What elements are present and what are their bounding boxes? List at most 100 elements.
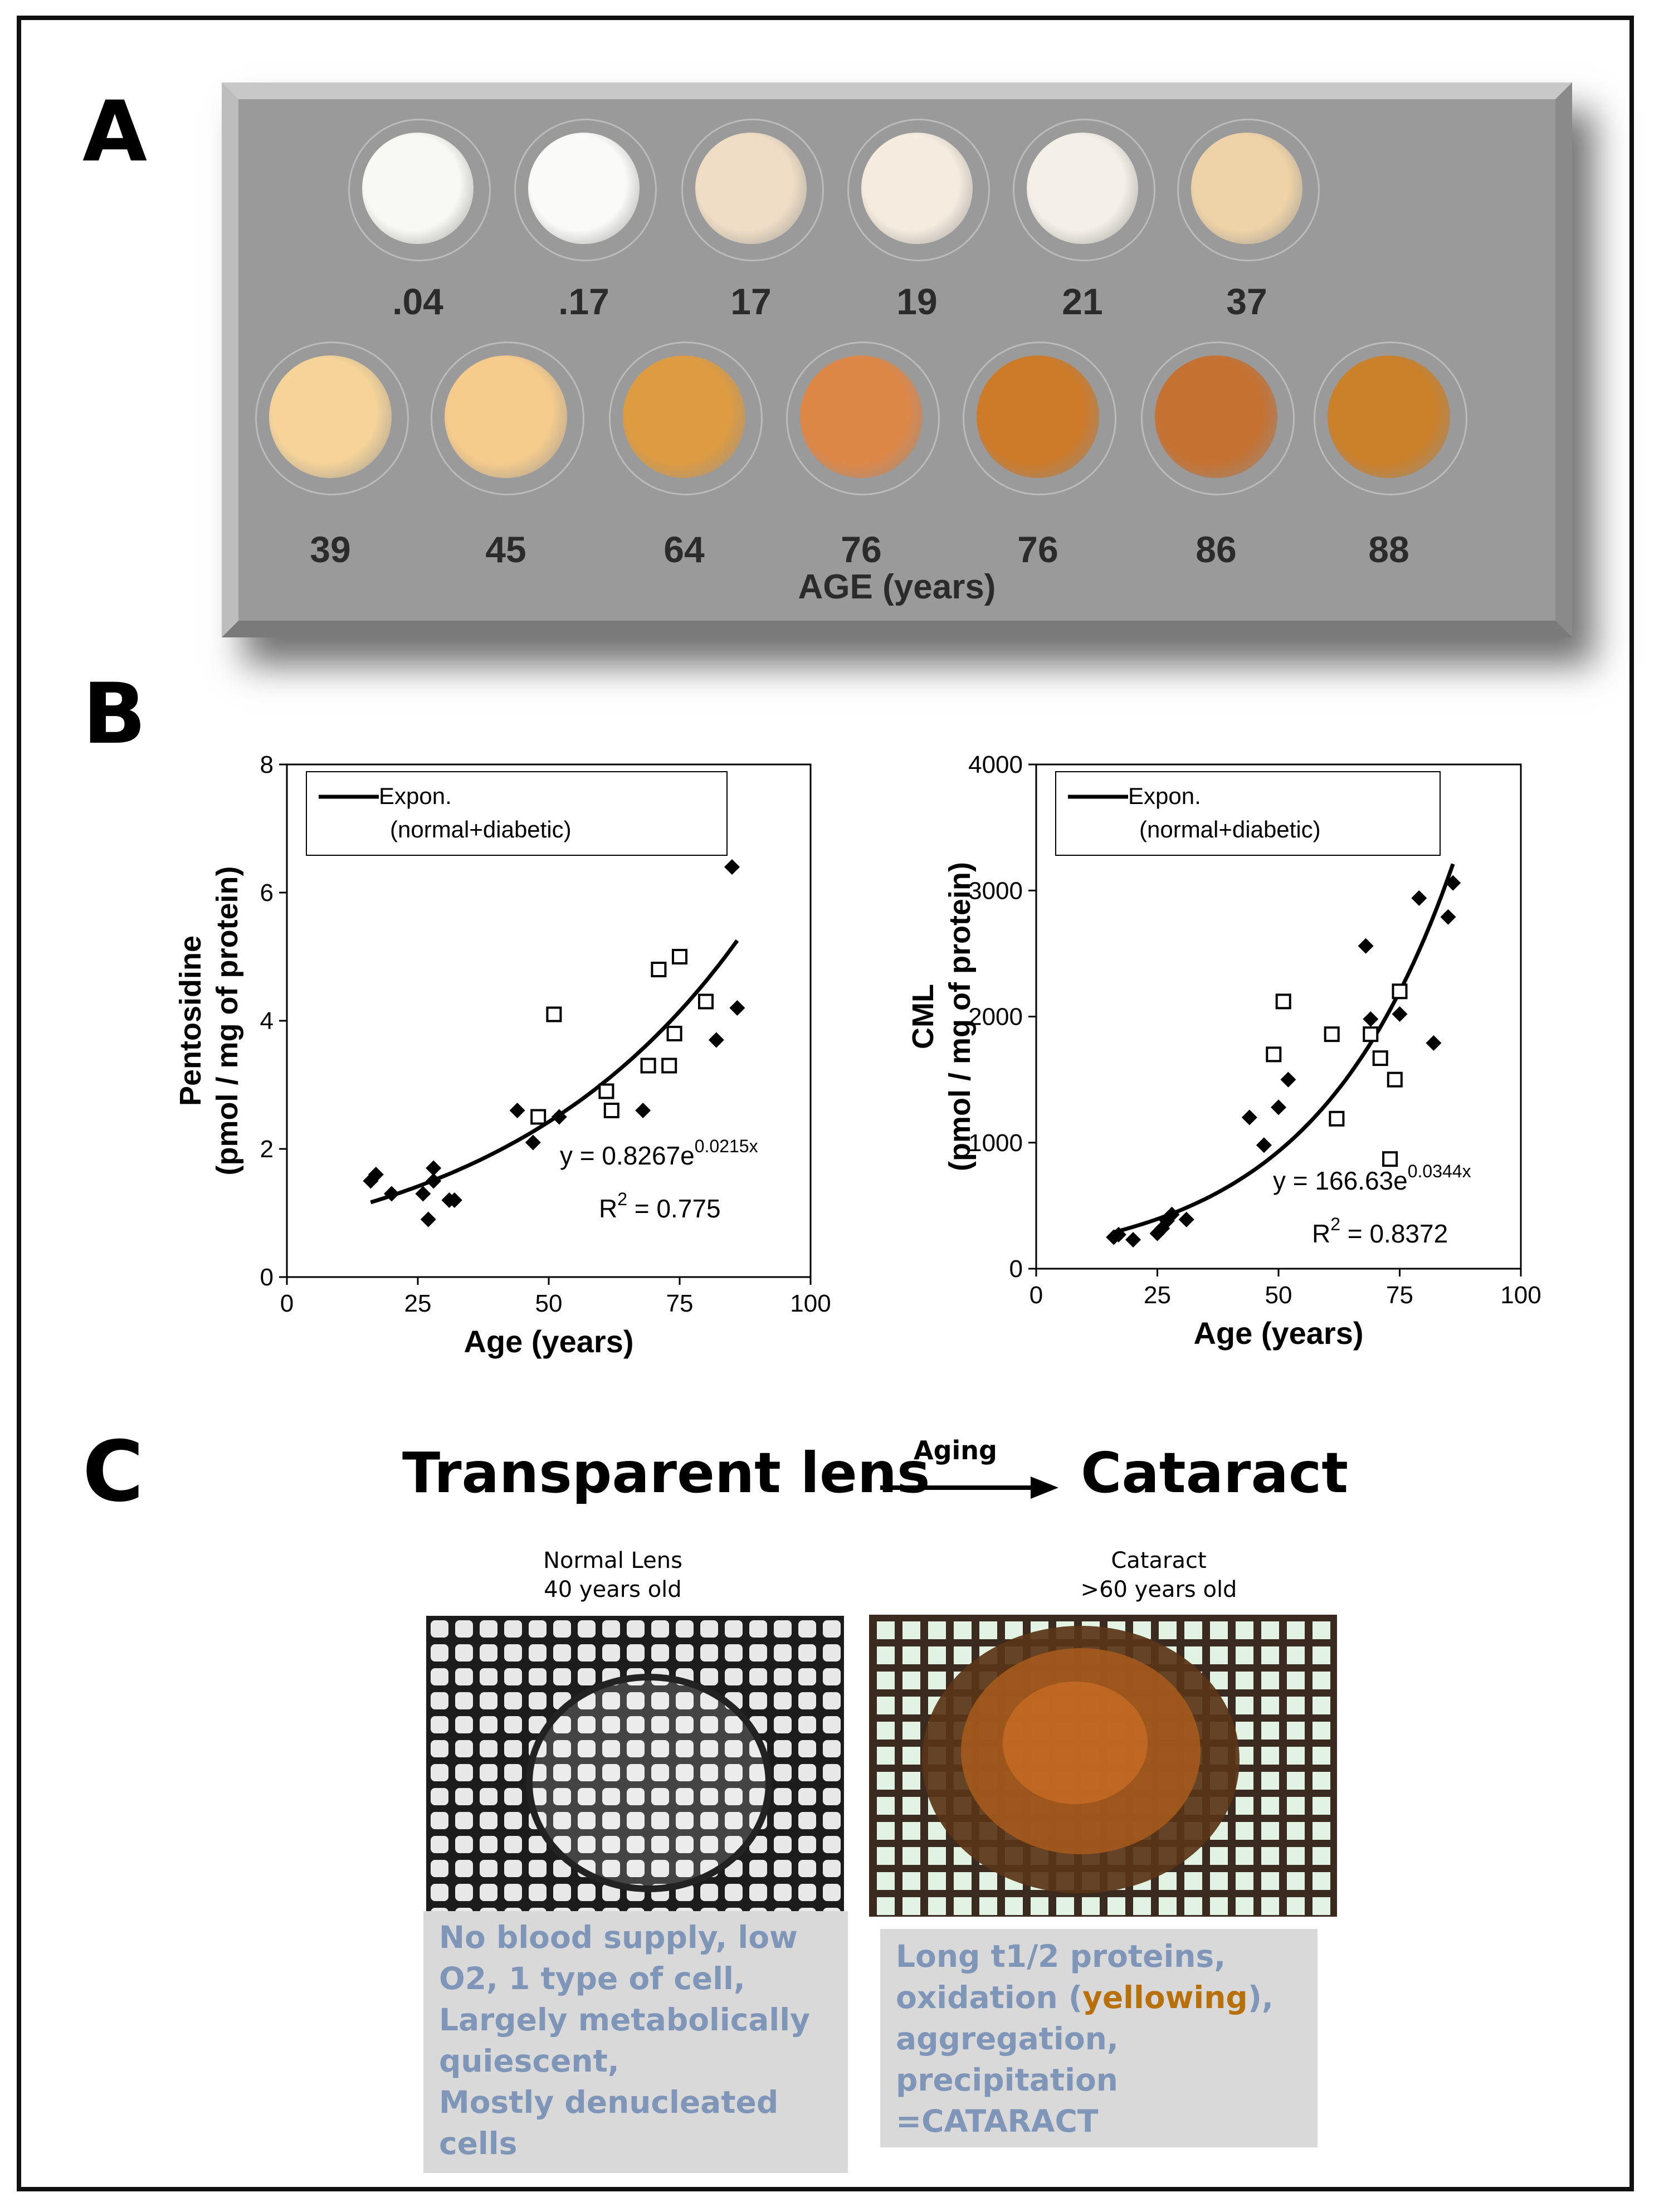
grid-cell <box>1313 1772 1330 1790</box>
grid-cell <box>1133 1897 1151 1915</box>
normal-data-point <box>1372 1050 1388 1066</box>
grid-cell <box>480 1668 497 1685</box>
grid-cell <box>480 1812 497 1829</box>
y-tick-label: 2 <box>260 1136 274 1163</box>
grid-cell <box>627 1644 645 1662</box>
sample-dish <box>786 342 940 495</box>
right-box-line: aggregation, <box>896 2021 1119 2057</box>
right-box-line-oxidation: oxidation (yellowing), <box>896 1977 1302 2018</box>
grid-cell <box>651 1692 669 1709</box>
grid-cell <box>1261 1872 1279 1890</box>
grid-cell <box>627 1620 645 1638</box>
grid-cell <box>1236 1797 1253 1815</box>
grid-cell <box>651 1812 669 1829</box>
grid-cell <box>1261 1797 1279 1815</box>
grid-cell <box>553 1740 571 1757</box>
diabetic-data-point <box>1149 1225 1165 1241</box>
grid-cell <box>651 1860 669 1877</box>
cataract-caption: Cataract >60 years old <box>1036 1546 1281 1604</box>
grid-cell <box>553 1764 571 1781</box>
y-tick-label: 4 <box>260 1007 274 1035</box>
grid-cell <box>749 1860 767 1877</box>
grid-cell <box>1236 1722 1253 1740</box>
x-tick-label: 0 <box>1030 1282 1043 1309</box>
grid-cell <box>602 1620 620 1638</box>
grid-cell <box>504 1836 522 1853</box>
grid-cell <box>954 1897 972 1915</box>
grid-cell <box>1107 1897 1125 1915</box>
diabetic-data-point <box>1440 909 1456 925</box>
grid-cell <box>1236 1822 1253 1840</box>
grid-cell <box>774 1884 792 1901</box>
sample-age-label: .04 <box>392 281 443 322</box>
grid-cell <box>1287 1847 1305 1865</box>
grid-cell <box>902 1872 920 1890</box>
diabetic-data-point <box>1411 890 1427 906</box>
grid-cell <box>578 1644 596 1662</box>
sample-dish <box>514 119 657 261</box>
grid-cell <box>1313 1722 1330 1740</box>
y-axis-label: CML (pmol / mg of protein) <box>906 862 977 1171</box>
grid-cell <box>504 1668 522 1685</box>
normal-lens-caption-line1: Normal Lens <box>543 1548 682 1573</box>
grid-cell <box>480 1884 497 1901</box>
grid-cell <box>902 1646 920 1664</box>
grid-cell <box>553 1644 571 1662</box>
grid-cell <box>504 1812 522 1829</box>
grid-cell <box>1313 1646 1330 1664</box>
grid-cell <box>749 1884 767 1901</box>
grid-cell <box>725 1716 743 1733</box>
normal-data-point <box>640 1058 656 1074</box>
grid-cell <box>774 1620 792 1638</box>
grid-cell <box>798 1692 816 1709</box>
grid-cell <box>1236 1621 1253 1639</box>
grid-cell <box>1184 1621 1202 1639</box>
diabetic-data-point <box>446 1192 462 1208</box>
grid-cell <box>928 1646 946 1664</box>
grid-cell <box>676 1860 694 1877</box>
grid-cell <box>1005 1897 1023 1915</box>
grid-cell <box>553 1860 571 1877</box>
grid-cell <box>1287 1621 1305 1639</box>
legend-label: (normal+diabetic) <box>1139 816 1321 842</box>
left-box-line: cells <box>439 2126 518 2161</box>
grid-cell <box>823 1644 841 1662</box>
panel-c-letter: C <box>82 1424 144 1521</box>
diabetic-data-point <box>551 1109 567 1125</box>
grid-cell <box>725 1884 743 1901</box>
grid-cell <box>504 1764 522 1781</box>
grid-cell <box>455 1668 473 1685</box>
grid-cell <box>1261 1897 1279 1915</box>
lens-powder-sample <box>623 355 745 478</box>
grid-cell <box>1287 1722 1305 1740</box>
grid-cell <box>774 1788 792 1805</box>
grid-cell <box>431 1812 448 1829</box>
normal-data-point <box>1324 1026 1340 1042</box>
grid-cell <box>1159 1872 1177 1890</box>
grid-cell <box>823 1812 841 1829</box>
grid-cell <box>455 1692 473 1709</box>
legend-label: (normal+diabetic) <box>390 816 572 842</box>
grid-cell <box>877 1897 895 1915</box>
grid-cell <box>1287 1772 1305 1790</box>
grid-cell <box>798 1740 816 1757</box>
grid-cell <box>504 1788 522 1805</box>
grid-cell <box>602 1716 620 1733</box>
diabetic-data-point <box>708 1032 724 1048</box>
grid-cell <box>602 1692 620 1709</box>
grid-cell <box>455 1764 473 1781</box>
grid-cell <box>676 1788 694 1805</box>
grid-cell <box>700 1764 718 1781</box>
sample-dish <box>255 342 409 495</box>
grid-cell <box>700 1644 718 1662</box>
grid-cell <box>725 1812 743 1829</box>
panel-a-letter: A <box>82 84 148 181</box>
grid-cell <box>1313 1621 1330 1639</box>
grid-cell <box>651 1716 669 1733</box>
diabetic-data-point <box>368 1167 384 1182</box>
grid-cell <box>928 1847 946 1865</box>
grid-cell <box>725 1668 743 1685</box>
grid-cell <box>798 1716 816 1733</box>
grid-cell <box>902 1722 920 1740</box>
grid-cell <box>1313 1797 1330 1815</box>
